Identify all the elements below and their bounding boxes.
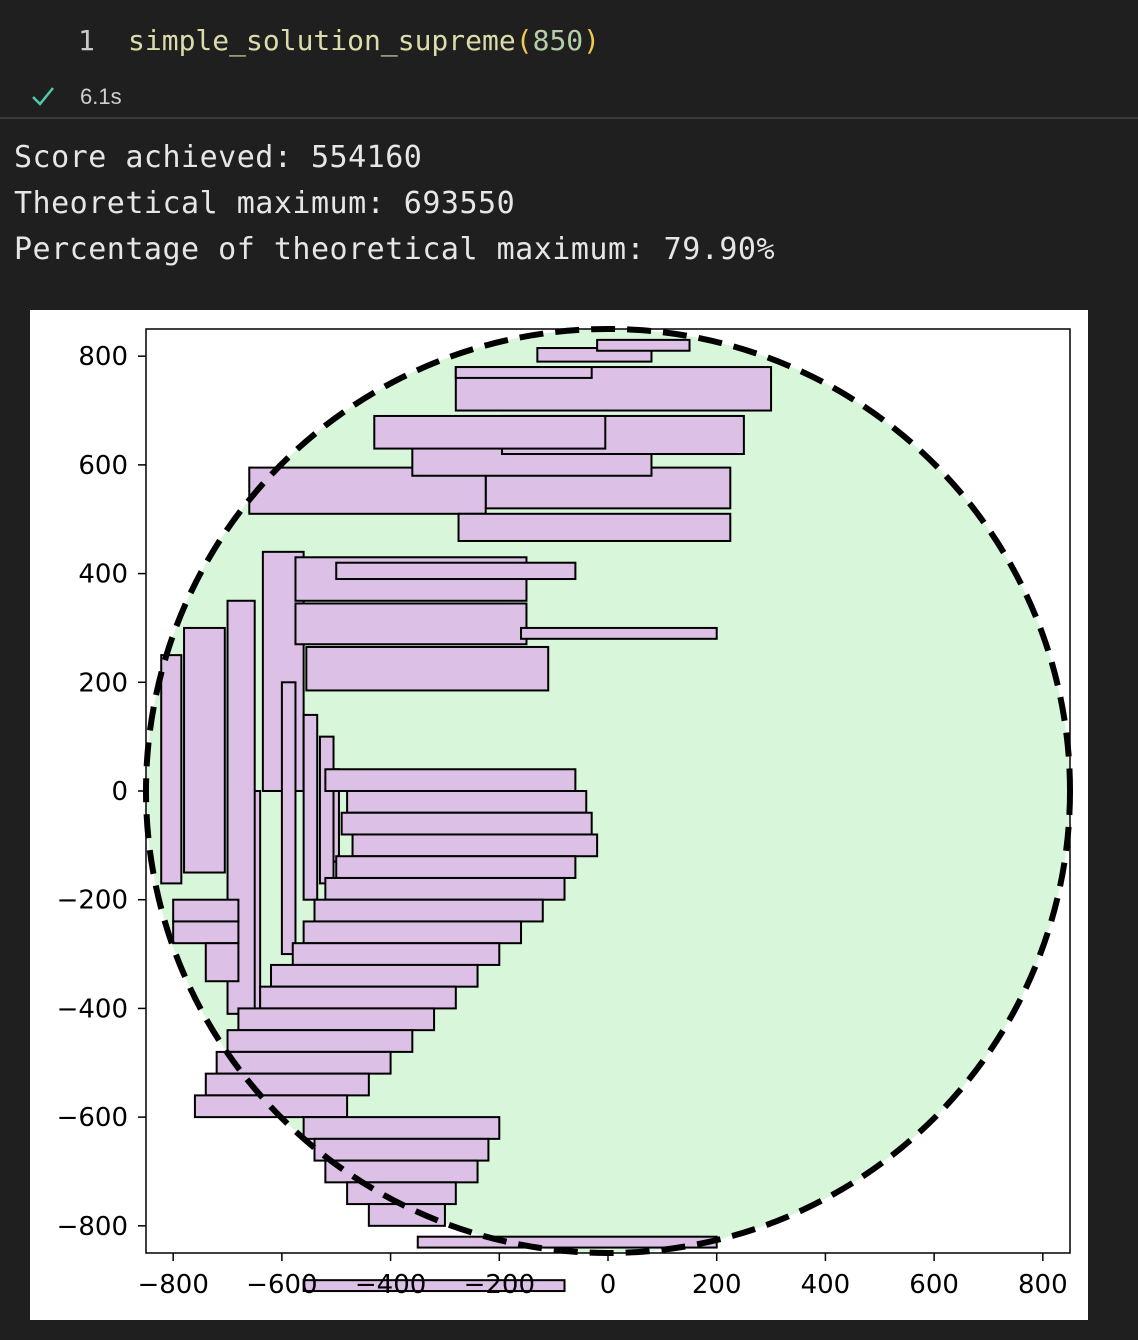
function-name: simple_solution_supreme <box>128 24 516 57</box>
packed-rectangle <box>313 1137 490 1162</box>
packed-rectangle <box>335 561 577 581</box>
packed-rectangle <box>596 338 691 352</box>
x-tick-label: 600 <box>909 1270 959 1300</box>
output-percentage: Percentage of theoretical maximum: 79.90… <box>14 232 776 267</box>
x-tick-label: 0 <box>600 1270 617 1300</box>
code-cell[interactable]: 1 simple_solution_supreme(850) <box>0 0 1138 74</box>
close-paren: ) <box>583 24 601 57</box>
plot-image: −800 −600 −400 −200 0 200 400 600 800 −800 −600 −40… <box>30 310 1088 1320</box>
y-tick-label: 600 <box>78 451 128 481</box>
code-line[interactable]: simple_solution_supreme(850) <box>128 24 600 57</box>
packed-rectangle <box>280 681 297 956</box>
cell-status-bar <box>0 76 1138 116</box>
packed-rectangle <box>340 811 593 836</box>
packed-rectangle <box>318 735 335 885</box>
y-tick-label: −800 <box>57 1212 128 1242</box>
packed-rectangle <box>291 942 501 966</box>
packed-rectangle <box>454 366 593 379</box>
line-number: 1 <box>78 24 95 57</box>
packed-rectangle <box>302 713 319 901</box>
packed-rectangle <box>302 1116 501 1140</box>
packed-rectangle <box>237 1007 436 1032</box>
packed-rectangle <box>302 920 523 945</box>
argument: 850 <box>532 24 584 57</box>
y-tick-label: 400 <box>78 560 128 590</box>
output-score: Score achieved: 554160 <box>14 140 423 175</box>
y-tick-label: −400 <box>57 994 128 1024</box>
packed-rectangle <box>204 1072 370 1097</box>
packed-rectangle <box>324 768 577 792</box>
packed-rectangle <box>226 1029 414 1053</box>
packed-rectangle <box>172 920 240 945</box>
execution-time: 6.1s <box>80 84 122 109</box>
x-tick-label: 200 <box>692 1270 742 1300</box>
packed-rectangle <box>346 790 588 814</box>
divider <box>0 117 1138 119</box>
open-paren: ( <box>515 24 533 57</box>
x-tick-label: −400 <box>355 1270 426 1300</box>
output-theoretical-max: Theoretical maximum: 693550 <box>14 186 516 221</box>
x-tick-label: −600 <box>246 1270 317 1300</box>
packed-rectangle <box>324 876 566 901</box>
packed-rectangle <box>294 602 528 646</box>
packed-rectangle <box>520 626 718 640</box>
y-tick-label: 800 <box>78 342 128 372</box>
packed-rectangle <box>351 833 599 858</box>
x-tick-label: 800 <box>1018 1270 1068 1300</box>
packed-rectangle <box>172 898 240 923</box>
packed-rectangle <box>373 414 607 450</box>
x-tick-label: −200 <box>464 1270 535 1300</box>
x-tick-label: 400 <box>801 1270 851 1300</box>
packed-rectangle <box>313 898 544 923</box>
packed-rectangle <box>457 512 732 542</box>
packed-rectangle <box>215 1050 392 1075</box>
y-tick-label: −600 <box>57 1103 128 1133</box>
y-tick-label: 200 <box>78 668 128 698</box>
y-tick-label: −200 <box>57 886 128 916</box>
packed-rectangle <box>305 645 550 692</box>
packed-rectangle <box>183 626 226 874</box>
packed-rectangle <box>324 1159 479 1184</box>
packed-rectangle <box>302 1279 566 1293</box>
packed-rectangle <box>259 985 457 1010</box>
x-tick-label: −800 <box>137 1270 208 1300</box>
y-tick-label: 0 <box>111 777 128 807</box>
packed-rectangle <box>160 654 183 885</box>
checkmark-icon <box>32 87 54 106</box>
packed-rectangle <box>270 963 479 988</box>
packed-rectangle <box>335 855 577 879</box>
packing-plot: −800 −600 −400 −200 0 200 400 600 800 −800 −600 −40… <box>57 326 1073 1300</box>
packed-rectangle <box>367 1203 446 1227</box>
packed-rectangle <box>204 942 240 983</box>
